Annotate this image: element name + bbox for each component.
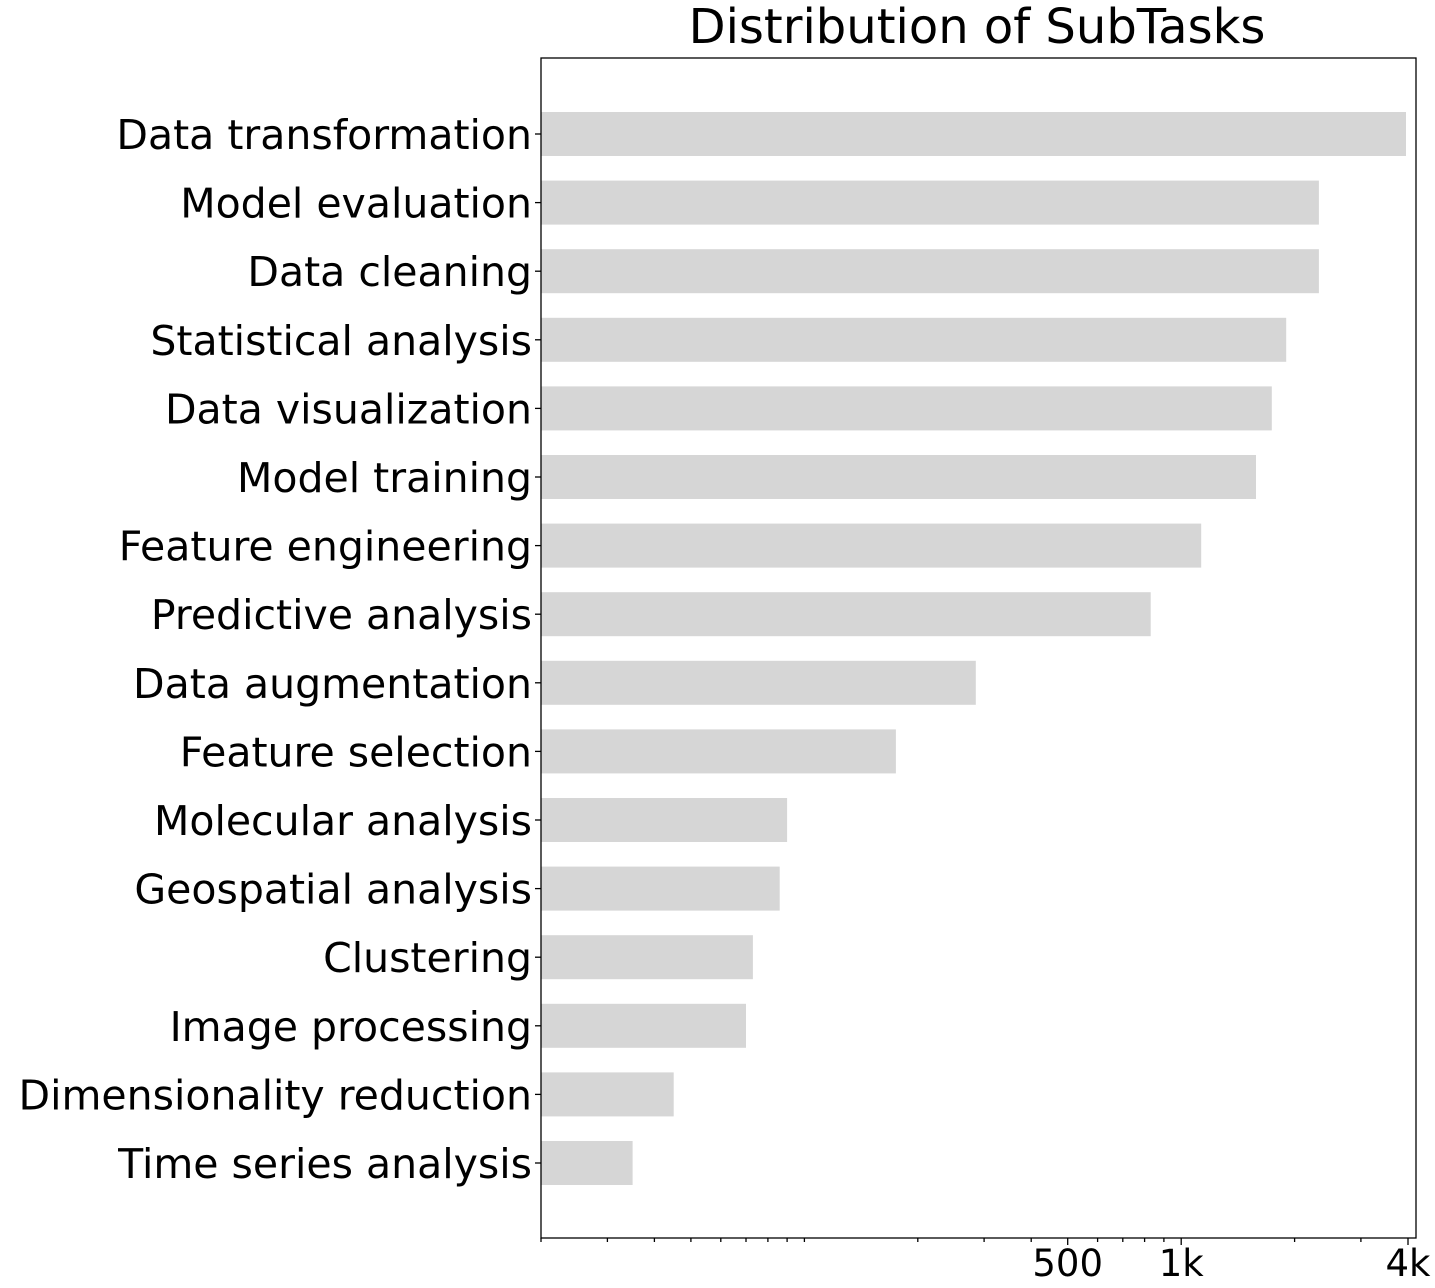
chart-title: Distribution of SubTasks xyxy=(689,0,1266,55)
bar xyxy=(541,592,1151,637)
category-label: Time series analysis xyxy=(117,1140,532,1188)
bar xyxy=(541,317,1287,362)
bar xyxy=(541,455,1256,499)
category-label: Data augmentation xyxy=(133,660,532,708)
category-label: Clustering xyxy=(323,934,532,982)
category-label: Data cleaning xyxy=(247,248,532,296)
category-label: Model training xyxy=(237,454,532,502)
category-label: Statistical analysis xyxy=(150,317,532,365)
bar xyxy=(541,660,976,705)
x-tick-label: 4k xyxy=(1386,1242,1432,1285)
x-tick-labels: 500 1k 4k xyxy=(1032,1242,1431,1285)
category-label: Geospatial analysis xyxy=(134,866,532,914)
bar xyxy=(541,112,1406,156)
bar xyxy=(541,249,1319,294)
bar xyxy=(541,866,780,911)
x-ticks xyxy=(540,1238,1409,1245)
category-label: Feature engineering xyxy=(119,523,532,571)
bar xyxy=(541,180,1319,225)
category-label: Image processing xyxy=(170,1003,532,1051)
x-tick-label: 1k xyxy=(1159,1242,1205,1285)
category-label: Predictive analysis xyxy=(151,591,532,639)
bar xyxy=(541,1141,633,1185)
plot-frame xyxy=(540,57,1417,1239)
y-ticks xyxy=(535,133,541,1164)
category-label: Molecular analysis xyxy=(154,797,532,845)
bar xyxy=(541,798,788,842)
bar xyxy=(541,729,896,774)
x-tick-label: 500 xyxy=(1032,1242,1103,1285)
category-label: Model evaluation xyxy=(180,180,532,228)
bar xyxy=(541,523,1202,568)
bar xyxy=(541,1072,674,1117)
bar xyxy=(541,935,753,980)
category-label: Feature selection xyxy=(180,728,532,776)
bar xyxy=(541,1003,746,1048)
bar xyxy=(541,386,1272,431)
category-labels: Data transformation Model evaluation Data … xyxy=(19,111,532,1188)
bars xyxy=(541,112,1406,1185)
category-label: Data visualization xyxy=(165,385,532,433)
category-label: Dimensionality reduction xyxy=(19,1071,532,1119)
category-label: Data transformation xyxy=(116,111,532,159)
